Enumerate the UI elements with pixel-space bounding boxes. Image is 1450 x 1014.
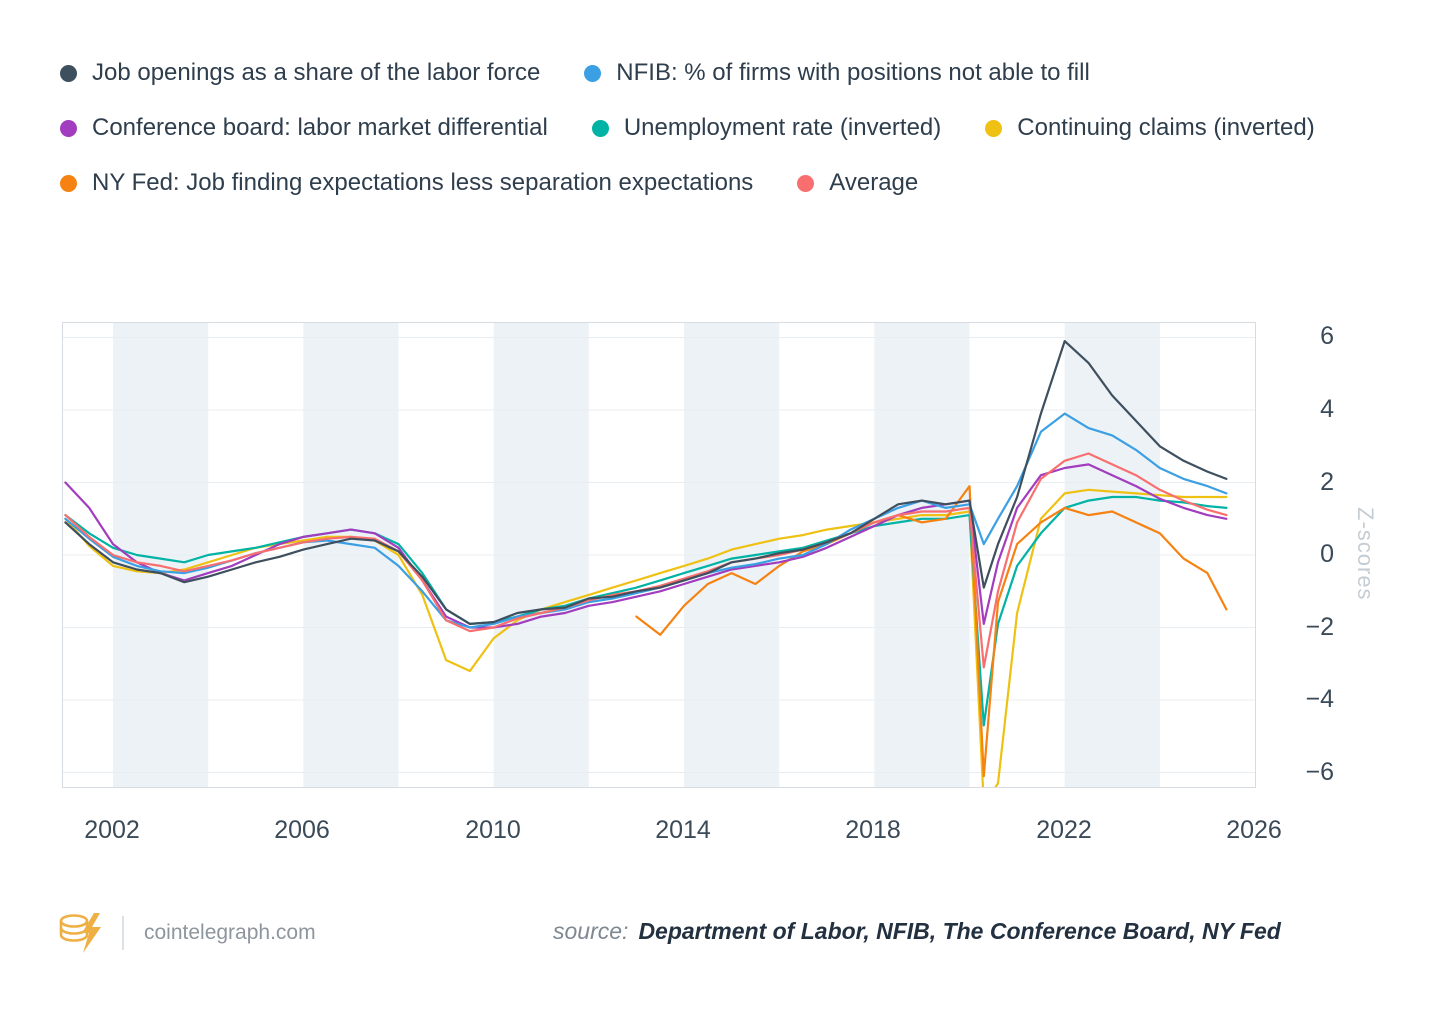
footer: cointelegraph.com source: Department of …	[0, 905, 1450, 975]
y-tick-label: 4	[1320, 395, 1334, 423]
y-tick-label: −6	[1305, 758, 1334, 786]
legend-item-conference-board: Conference board: labor market different…	[60, 111, 548, 145]
legend-label-ny-fed: NY Fed: Job finding expectations less se…	[92, 169, 754, 196]
brand-domain: cointelegraph.com	[144, 921, 316, 944]
legend-item-job-openings: Job openings as a share of the labor for…	[60, 56, 540, 90]
legend-dot-conference-board	[60, 119, 77, 137]
source-text: Department of Labor, NFIB, The Conferenc…	[638, 918, 1281, 944]
legend-label-job-openings: Job openings as a share of the labor for…	[92, 59, 541, 86]
x-tick-label: 2010	[465, 816, 521, 844]
x-tick-label: 2026	[1226, 816, 1282, 844]
x-tick-label: 2014	[655, 816, 711, 844]
y-tick-label: −2	[1305, 613, 1334, 641]
x-tick-label: 2006	[274, 816, 330, 844]
legend-label-conference-board: Conference board: labor market different…	[92, 114, 548, 141]
legend-label-nfib: NFIB: % of firms with positions not able…	[616, 59, 1090, 86]
cointelegraph-logo-icon	[59, 913, 101, 953]
legend-label-average: Average	[829, 169, 919, 196]
chart-svg	[63, 323, 1255, 787]
legend-dot-continuing-claims	[985, 119, 1003, 137]
brand: cointelegraph.com	[58, 911, 316, 955]
x-tick-label: 2018	[845, 816, 901, 844]
legend-dot-average	[797, 174, 815, 192]
legend-item-average: Average	[797, 166, 918, 200]
legend-dot-nfib	[584, 64, 602, 82]
y-tick-label: −4	[1305, 685, 1334, 713]
x-tick-label: 2022	[1036, 816, 1092, 844]
legend-item-continuing-claims: Continuing claims (inverted)	[985, 111, 1315, 145]
x-axis-ticks: 2002 2006 2010 2014 2018 2022 2026	[62, 816, 1282, 850]
legend: Job openings as a share of the labor for…	[60, 56, 1400, 200]
series-line-job-openings	[64, 340, 1228, 625]
y-tick-label: 2	[1320, 468, 1334, 496]
legend-item-ny-fed: NY Fed: Job finding expectations less se…	[60, 166, 753, 200]
series-line-continuing-claims	[64, 488, 1228, 787]
series-line-ny-fed-expectations	[635, 485, 1228, 778]
x-tick-label: 2002	[84, 816, 140, 844]
y-axis-ticks: 6 4 2 0 −2 −4 −6	[1262, 322, 1334, 786]
legend-label-unemployment: Unemployment rate (inverted)	[623, 114, 942, 141]
source-line: source: Department of Labor, NFIB, The C…	[553, 918, 1281, 945]
series-line-average	[64, 452, 1228, 669]
legend-dot-job-openings	[60, 64, 77, 82]
legend-dot-unemployment	[591, 119, 609, 137]
series-line-unemployment-rate	[64, 495, 1228, 727]
footer-divider	[122, 916, 124, 950]
legend-dot-ny-fed	[60, 174, 77, 192]
plot-area	[62, 322, 1256, 788]
y-tick-label: 0	[1320, 540, 1334, 568]
series-line-conference-board	[64, 463, 1228, 629]
legend-item-unemployment: Unemployment rate (inverted)	[591, 111, 942, 145]
source-label: source:	[553, 918, 629, 944]
legend-label-continuing-claims: Continuing claims (inverted)	[1017, 114, 1315, 141]
y-tick-label: 6	[1320, 322, 1334, 350]
legend-item-nfib: NFIB: % of firms with positions not able…	[584, 56, 1090, 90]
y-axis-title: Z-scores	[1353, 507, 1378, 601]
